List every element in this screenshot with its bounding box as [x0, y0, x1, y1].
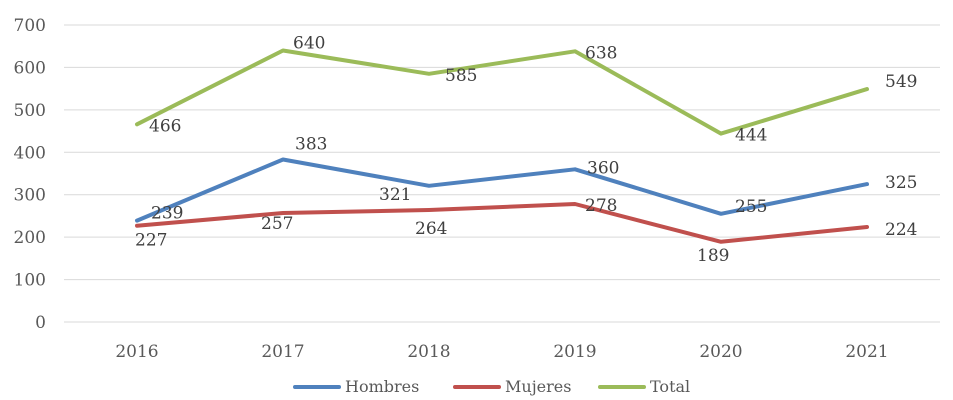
data-label-hombres-2017: 383	[295, 134, 327, 154]
data-label-total-2019: 638	[585, 43, 617, 63]
data-label-total-2017: 640	[293, 33, 325, 53]
y-tick-label-500: 500	[14, 101, 46, 121]
data-label-hombres-2018: 321	[379, 185, 411, 205]
x-tick-label-2020: 2020	[699, 342, 742, 362]
x-tick-label-2021: 2021	[845, 342, 888, 362]
series-line-mujeres	[135, 202, 869, 244]
y-tick-label-0: 0	[35, 313, 46, 333]
data-label-hombres-2019: 360	[587, 158, 619, 178]
y-tick-label-300: 300	[14, 186, 46, 206]
x-tick-label-2016: 2016	[115, 342, 158, 362]
data-label-total-2021: 549	[885, 72, 917, 92]
data-label-mujeres-2018: 264	[415, 219, 447, 239]
data-label-mujeres-2017: 257	[261, 214, 293, 234]
data-label-total-2016: 466	[149, 116, 181, 136]
data-label-mujeres-2019: 278	[585, 196, 617, 216]
data-label-hombres-2016: 239	[151, 204, 183, 224]
data-label-total-2020: 444	[735, 126, 767, 146]
legend-label-mujeres: Mujeres	[505, 377, 571, 396]
y-tick-label-200: 200	[14, 228, 46, 248]
data-label-mujeres-2021: 224	[885, 220, 917, 240]
data-label-hombres-2020: 255	[735, 197, 767, 217]
data-label-total-2018: 585	[445, 66, 477, 86]
y-tick-label-400: 400	[14, 143, 46, 163]
data-label-mujeres-2020: 189	[697, 246, 729, 266]
y-tick-label-100: 100	[14, 271, 46, 291]
y-tick-label-600: 600	[14, 58, 46, 78]
series-line-total	[135, 48, 869, 136]
x-tick-label-2017: 2017	[261, 342, 304, 362]
data-label-hombres-2021: 325	[885, 173, 917, 193]
y-tick-label-700: 700	[14, 16, 46, 36]
data-label-mujeres-2016: 227	[135, 231, 167, 251]
x-tick-label-2019: 2019	[553, 342, 596, 362]
series-line-hombres	[135, 157, 869, 223]
x-tick-label-2018: 2018	[407, 342, 450, 362]
legend-label-total: Total	[650, 377, 690, 396]
legend-label-hombres: Hombres	[345, 377, 419, 396]
